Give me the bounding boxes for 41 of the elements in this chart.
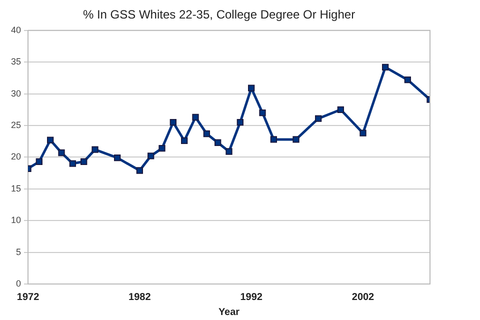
point [114, 154, 121, 162]
point [203, 130, 210, 138]
y-tick-label: 30 [10, 88, 22, 98]
x-tick-label: 1972 [16, 292, 40, 303]
point [270, 136, 277, 143]
y-tick-label: 0 [16, 278, 22, 288]
x-tick-label: 1982 [128, 292, 152, 303]
point [248, 84, 255, 92]
point [36, 158, 43, 165]
y-tick-label: 40 [10, 24, 22, 35]
point [337, 106, 344, 113]
point [80, 158, 88, 165]
y-tick-label: 5 [16, 246, 22, 257]
point [360, 130, 366, 136]
point [259, 109, 266, 116]
chart-title: % In GSS Whites 22-35, College Degree Or Higher [82, 8, 356, 22]
point [170, 119, 176, 126]
x-tick-label: 1992 [240, 292, 263, 303]
x-axis-title: Year [218, 306, 240, 318]
point [158, 144, 166, 152]
point [92, 146, 98, 153]
point [47, 136, 54, 144]
point [136, 167, 144, 174]
point [192, 114, 199, 121]
x-tick-label: 2002 [352, 292, 375, 303]
y-tick-label: 20 [10, 152, 22, 162]
point [236, 119, 244, 126]
point [226, 148, 232, 155]
point [404, 76, 411, 84]
point [148, 152, 154, 160]
y-tick-label: 25 [10, 120, 22, 130]
y-tick-label: 15 [10, 183, 22, 194]
point [382, 64, 389, 70]
point [69, 160, 76, 167]
y-tick-label: 10 [10, 215, 22, 226]
point [315, 115, 322, 122]
point [292, 136, 300, 143]
point [214, 139, 222, 146]
y-tick-label: 35 [10, 56, 22, 67]
point [181, 137, 188, 144]
point [58, 149, 65, 156]
